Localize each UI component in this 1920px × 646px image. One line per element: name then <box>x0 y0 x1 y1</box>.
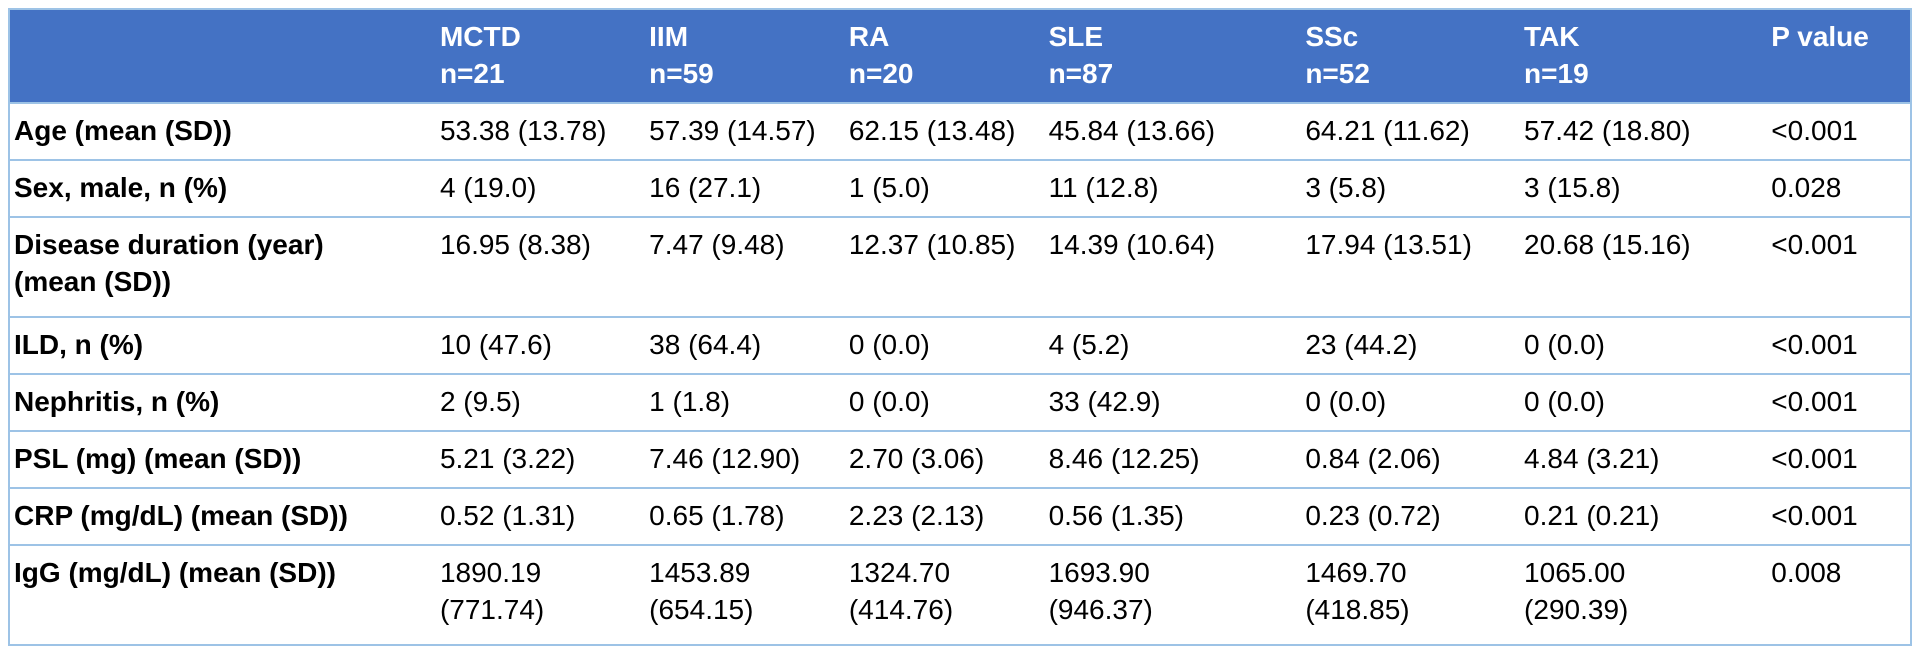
cell-nephritis-pvalue: <0.001 <box>1768 373 1911 432</box>
cell-psl-tak: 4.84 (3.21) <box>1521 430 1769 489</box>
cell-age-ssc: 64.21 (11.62) <box>1302 102 1522 161</box>
cell-crp-ssc: 0.23 (0.72) <box>1302 487 1522 546</box>
table-row-psl: PSL (mg) (mean (SD)) 5.21 (3.22) 7.46 (1… <box>9 430 1911 489</box>
cell-psl-mctd: 5.21 (3.22) <box>436 430 647 489</box>
cell-crp-tak: 0.21 (0.21) <box>1521 487 1769 546</box>
table-row-ild: ILD, n (%) 10 (47.6) 38 (64.4) 0 (0.0) 4… <box>9 316 1911 375</box>
cell-nephritis-ra: 0 (0.0) <box>845 373 1046 432</box>
cell-nephritis-mctd: 2 (9.5) <box>436 373 647 432</box>
row-label-age: Age (mean (SD)) <box>9 102 437 161</box>
cell-sex-ra: 1 (5.0) <box>845 159 1046 218</box>
row-label-nephritis: Nephritis, n (%) <box>9 373 437 432</box>
row-label-ild: ILD, n (%) <box>9 316 437 375</box>
cell-igg-sle: 1693.90 (946.37) <box>1045 544 1303 646</box>
cell-ild-sle: 4 (5.2) <box>1045 316 1303 375</box>
cell-sex-tak: 3 (15.8) <box>1521 159 1769 218</box>
cell-crp-mctd: 0.52 (1.31) <box>436 487 647 546</box>
cell-ild-ssc: 23 (44.2) <box>1302 316 1522 375</box>
header-row: MCTD n=21 IIM n=59 RA n=20 SLE n=87 SSc … <box>9 9 1911 104</box>
cell-psl-ra: 2.70 (3.06) <box>845 430 1046 489</box>
cell-crp-iim: 0.65 (1.78) <box>646 487 846 546</box>
cell-ild-pvalue: <0.001 <box>1768 316 1911 375</box>
cell-duration-pvalue: <0.001 <box>1768 216 1911 318</box>
cell-nephritis-tak: 0 (0.0) <box>1521 373 1769 432</box>
header-empty-cell <box>9 9 437 104</box>
cell-igg-iim: 1453.89 (654.15) <box>646 544 846 646</box>
cell-psl-pvalue: <0.001 <box>1768 430 1911 489</box>
cell-psl-ssc: 0.84 (2.06) <box>1302 430 1522 489</box>
cell-sex-pvalue: 0.028 <box>1768 159 1911 218</box>
cell-duration-mctd: 16.95 (8.38) <box>436 216 647 318</box>
table-row-sex: Sex, male, n (%) 4 (19.0) 16 (27.1) 1 (5… <box>9 159 1911 218</box>
cell-age-ra: 62.15 (13.48) <box>845 102 1046 161</box>
cell-igg-tak: 1065.00 (290.39) <box>1521 544 1769 646</box>
table-row-age: Age (mean (SD)) 53.38 (13.78) 57.39 (14.… <box>9 102 1911 161</box>
table-row-crp: CRP (mg/dL) (mean (SD)) 0.52 (1.31) 0.65… <box>9 487 1911 546</box>
row-label-sex: Sex, male, n (%) <box>9 159 437 218</box>
table-row-disease-duration: Disease duration (year) (mean (SD)) 16.9… <box>9 216 1911 318</box>
cell-ild-ra: 0 (0.0) <box>845 316 1046 375</box>
cell-sex-ssc: 3 (5.8) <box>1302 159 1522 218</box>
cell-age-pvalue: <0.001 <box>1768 102 1911 161</box>
row-label-igg: IgG (mg/dL) (mean (SD)) <box>9 544 437 646</box>
cell-igg-pvalue: 0.008 <box>1768 544 1911 646</box>
cell-igg-ra: 1324.70 (414.76) <box>845 544 1046 646</box>
cell-igg-mctd: 1890.19 (771.74) <box>436 544 647 646</box>
cell-ild-iim: 38 (64.4) <box>646 316 846 375</box>
cell-duration-sle: 14.39 (10.64) <box>1045 216 1303 318</box>
cell-psl-iim: 7.46 (12.90) <box>646 430 846 489</box>
cell-igg-ssc: 1469.70 (418.85) <box>1302 544 1522 646</box>
cell-psl-sle: 8.46 (12.25) <box>1045 430 1303 489</box>
column-header-ra: RA n=20 <box>845 9 1046 104</box>
column-header-pvalue: P value <box>1768 9 1911 104</box>
cell-age-mctd: 53.38 (13.78) <box>436 102 647 161</box>
column-header-mctd: MCTD n=21 <box>436 9 647 104</box>
cell-crp-sle: 0.56 (1.35) <box>1045 487 1303 546</box>
patient-characteristics-table: MCTD n=21 IIM n=59 RA n=20 SLE n=87 SSc … <box>8 8 1912 646</box>
cell-duration-iim: 7.47 (9.48) <box>646 216 846 318</box>
column-header-ssc: SSc n=52 <box>1302 9 1522 104</box>
cell-age-iim: 57.39 (14.57) <box>646 102 846 161</box>
cell-nephritis-sle: 33 (42.9) <box>1045 373 1303 432</box>
cell-age-tak: 57.42 (18.80) <box>1521 102 1769 161</box>
column-header-iim: IIM n=59 <box>646 9 846 104</box>
table-row-nephritis: Nephritis, n (%) 2 (9.5) 1 (1.8) 0 (0.0)… <box>9 373 1911 432</box>
cell-age-sle: 45.84 (13.66) <box>1045 102 1303 161</box>
paper-table-page: MCTD n=21 IIM n=59 RA n=20 SLE n=87 SSc … <box>8 8 1912 646</box>
cell-crp-pvalue: <0.001 <box>1768 487 1911 546</box>
column-header-sle: SLE n=87 <box>1045 9 1303 104</box>
cell-sex-mctd: 4 (19.0) <box>436 159 647 218</box>
table-row-igg: IgG (mg/dL) (mean (SD)) 1890.19 (771.74)… <box>9 544 1911 646</box>
row-label-crp: CRP (mg/dL) (mean (SD)) <box>9 487 437 546</box>
cell-sex-iim: 16 (27.1) <box>646 159 846 218</box>
cell-sex-sle: 11 (12.8) <box>1045 159 1303 218</box>
cell-crp-ra: 2.23 (2.13) <box>845 487 1046 546</box>
cell-nephritis-iim: 1 (1.8) <box>646 373 846 432</box>
cell-duration-tak: 20.68 (15.16) <box>1521 216 1769 318</box>
row-label-psl: PSL (mg) (mean (SD)) <box>9 430 437 489</box>
column-header-tak: TAK n=19 <box>1521 9 1769 104</box>
cell-nephritis-ssc: 0 (0.0) <box>1302 373 1522 432</box>
row-label-disease-duration: Disease duration (year) (mean (SD)) <box>9 216 437 318</box>
cell-duration-ssc: 17.94 (13.51) <box>1302 216 1522 318</box>
cell-ild-mctd: 10 (47.6) <box>436 316 647 375</box>
cell-ild-tak: 0 (0.0) <box>1521 316 1769 375</box>
cell-duration-ra: 12.37 (10.85) <box>845 216 1046 318</box>
